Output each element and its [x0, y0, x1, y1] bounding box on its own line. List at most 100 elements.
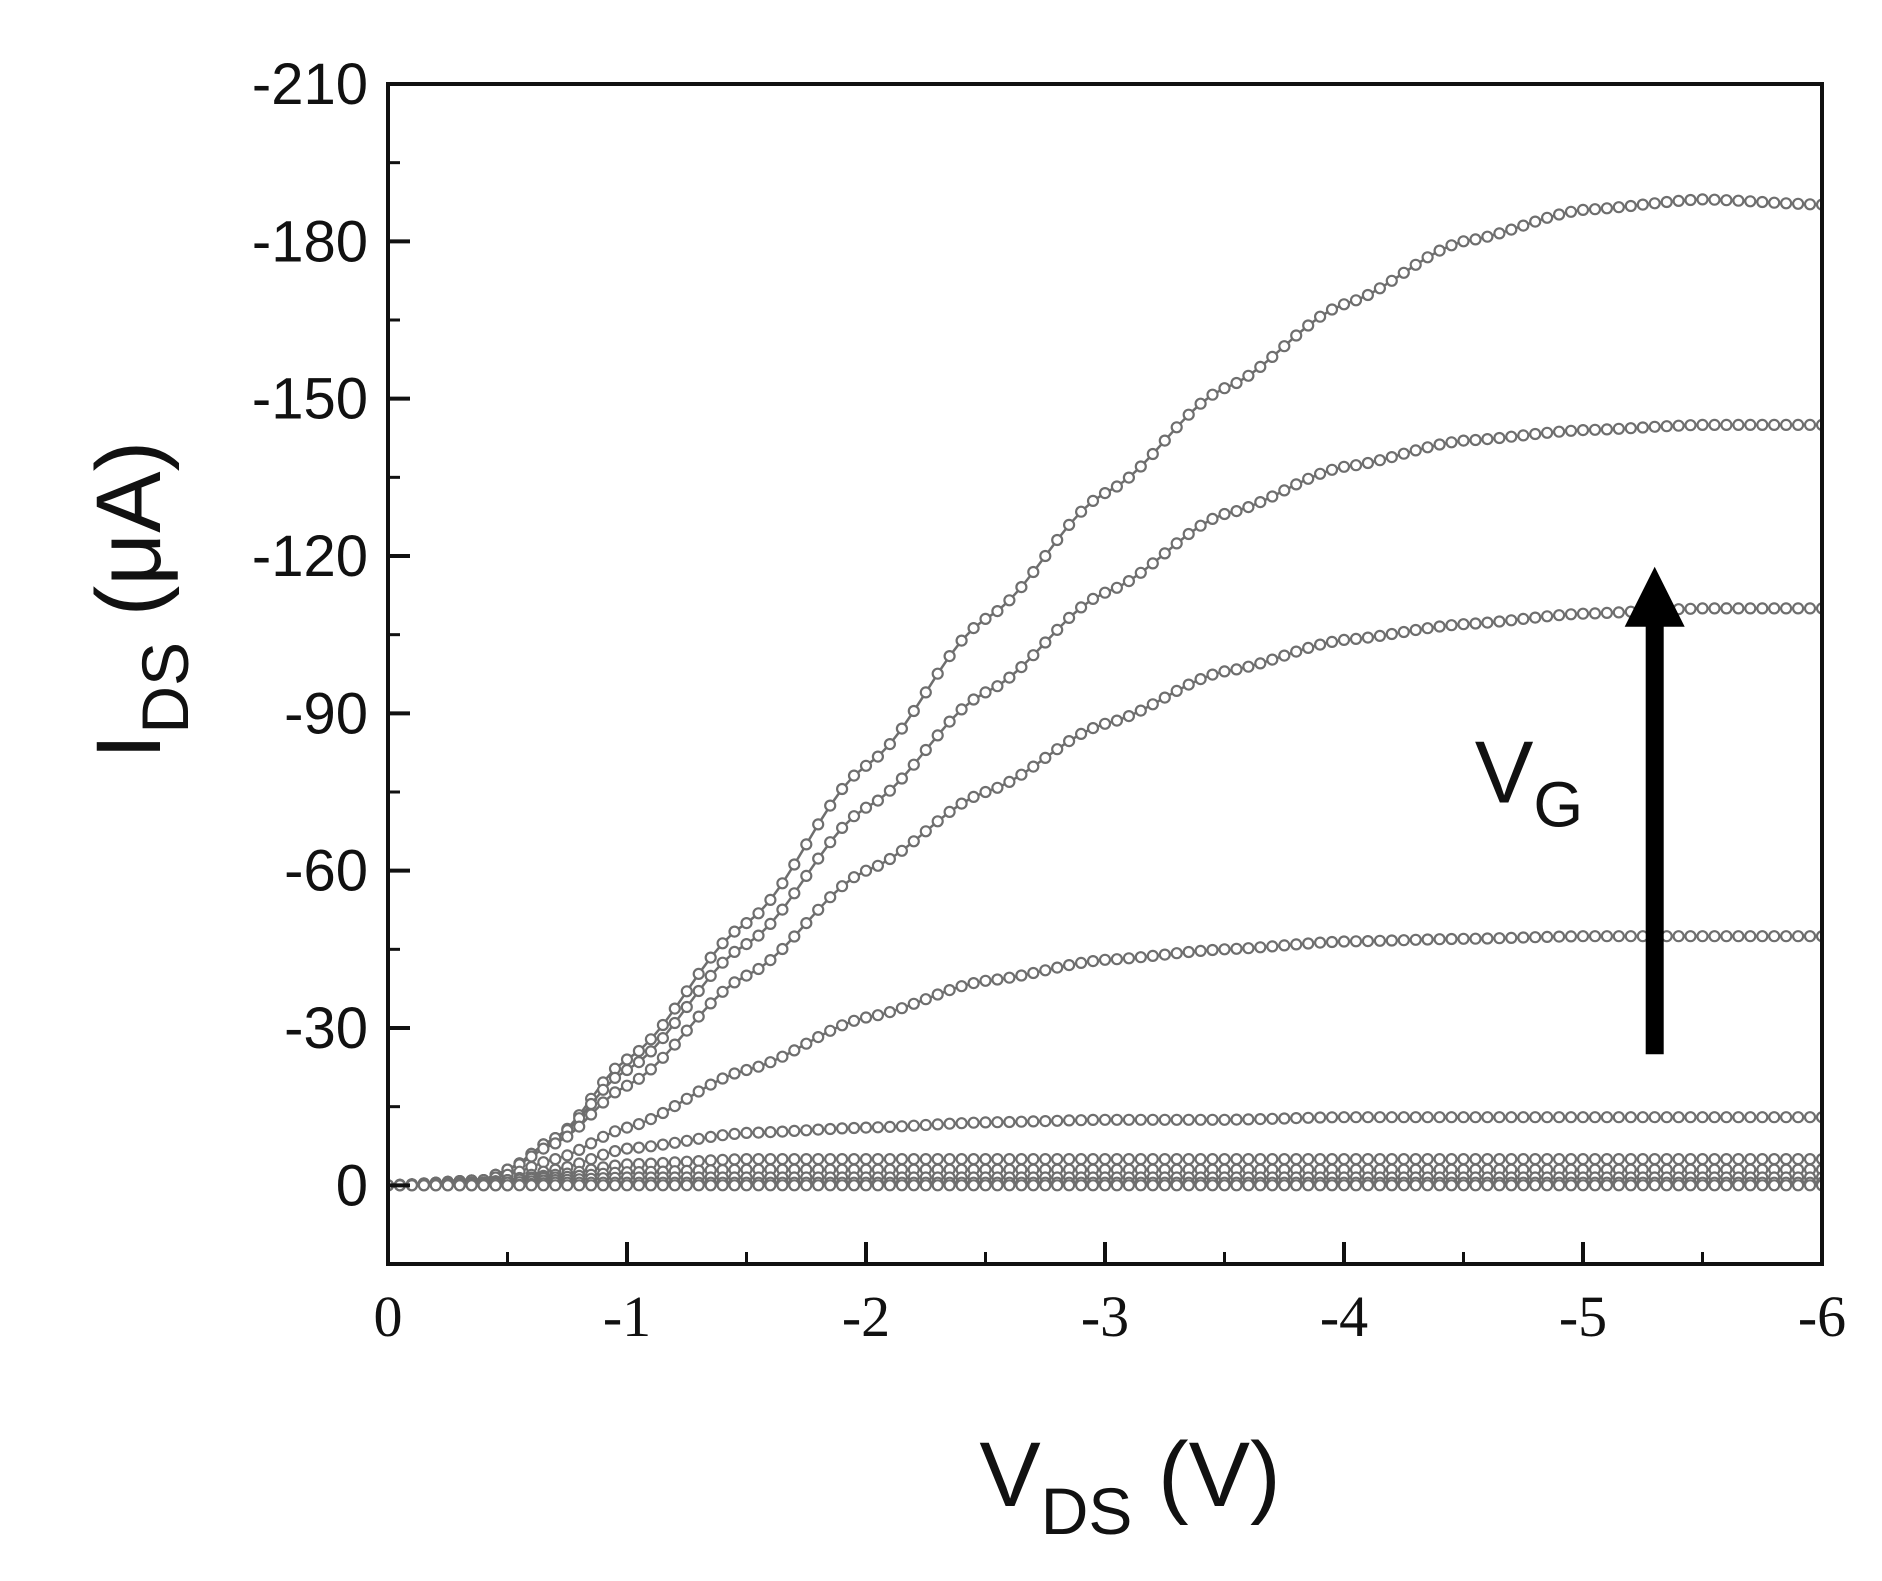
data-point — [1230, 1113, 1243, 1126]
data-point — [1003, 594, 1016, 607]
data-point — [1074, 1179, 1088, 1192]
data-point — [1612, 1152, 1625, 1166]
data-point — [1039, 964, 1052, 977]
data-point — [704, 997, 717, 1010]
data-point — [1325, 463, 1339, 476]
data-point — [584, 1108, 598, 1121]
data-point — [871, 1152, 885, 1166]
data-point — [1290, 329, 1303, 342]
data-point — [1720, 418, 1733, 431]
series-6 — [388, 1152, 1822, 1192]
data-point — [1421, 251, 1434, 264]
data-point — [1481, 616, 1494, 629]
data-point — [824, 1122, 837, 1136]
data-point — [788, 858, 801, 871]
data-point — [716, 956, 729, 969]
data-point — [1409, 1152, 1422, 1166]
data-point — [1720, 602, 1733, 615]
data-point — [1529, 931, 1542, 944]
data-point — [1576, 1111, 1590, 1124]
data-point — [1373, 1179, 1387, 1192]
data-point — [1182, 1152, 1195, 1166]
data-point — [1696, 193, 1709, 206]
data-point — [1552, 1179, 1566, 1192]
data-point — [1409, 258, 1422, 271]
data-point — [1445, 619, 1458, 632]
data-point — [1051, 961, 1064, 974]
data-point — [1122, 952, 1136, 965]
data-point — [429, 1179, 442, 1192]
data-point — [1421, 441, 1434, 454]
data-point — [596, 1148, 610, 1161]
data-point — [1003, 971, 1016, 984]
data-point — [1624, 199, 1637, 213]
data-point — [883, 1152, 897, 1166]
data-point — [835, 1179, 849, 1192]
data-point — [656, 1018, 670, 1032]
data-point — [1552, 609, 1566, 622]
data-point — [1696, 1152, 1709, 1166]
data-point — [847, 1121, 861, 1135]
data-point — [895, 844, 909, 857]
data-point — [608, 1179, 622, 1192]
data-point — [1588, 423, 1602, 436]
data-point — [1684, 602, 1697, 615]
data-point — [1242, 369, 1255, 382]
data-point — [1445, 1152, 1458, 1166]
data-point — [704, 1078, 717, 1091]
data-point — [632, 1117, 646, 1131]
data-point — [1445, 932, 1458, 946]
data-point — [1003, 1179, 1016, 1192]
data-point — [1636, 1152, 1649, 1166]
y-tick-label: -60 — [284, 839, 368, 904]
data-point — [1588, 1179, 1602, 1192]
data-point — [1564, 205, 1578, 218]
data-point — [1481, 433, 1494, 446]
data-point — [668, 1016, 681, 1030]
data-point — [776, 942, 789, 956]
data-point — [1110, 480, 1124, 493]
data-point — [1588, 607, 1602, 620]
data-point — [525, 1179, 538, 1192]
data-point — [1612, 606, 1625, 619]
data-point — [1146, 1179, 1159, 1192]
data-point — [692, 984, 705, 998]
data-point — [1373, 1111, 1387, 1124]
data-point — [1385, 1152, 1398, 1166]
data-point — [1290, 1152, 1303, 1166]
data-point — [1469, 1179, 1482, 1192]
data-point — [501, 1179, 514, 1192]
data-point — [1720, 1179, 1733, 1192]
data-point — [919, 743, 932, 757]
data-point — [1385, 1179, 1398, 1192]
data-point — [1122, 1152, 1136, 1166]
data-point — [740, 969, 753, 982]
data-point — [1098, 1113, 1112, 1126]
data-point — [1158, 691, 1171, 704]
data-point — [1349, 1111, 1363, 1124]
data-point — [1397, 934, 1410, 947]
data-point — [668, 1136, 681, 1149]
data-point — [1624, 422, 1637, 435]
data-point — [1517, 612, 1530, 626]
data-point — [1576, 930, 1590, 943]
data-point — [1337, 460, 1351, 473]
data-point — [1540, 426, 1554, 439]
data-point — [525, 1150, 538, 1163]
data-point — [1074, 727, 1088, 741]
data-point — [1588, 1111, 1602, 1124]
data-point — [1433, 933, 1446, 946]
data-point — [1469, 1152, 1482, 1166]
data-point — [1373, 629, 1387, 643]
data-point — [883, 1005, 897, 1019]
data-point — [955, 797, 968, 810]
data-point — [704, 1130, 717, 1144]
data-point — [835, 880, 849, 893]
data-point — [1218, 1179, 1231, 1192]
data-point — [1182, 527, 1195, 541]
data-point — [632, 1055, 646, 1069]
data-point — [1744, 418, 1757, 431]
data-point — [1074, 1152, 1088, 1166]
data-point — [1242, 942, 1255, 955]
data-point — [1564, 1179, 1578, 1192]
